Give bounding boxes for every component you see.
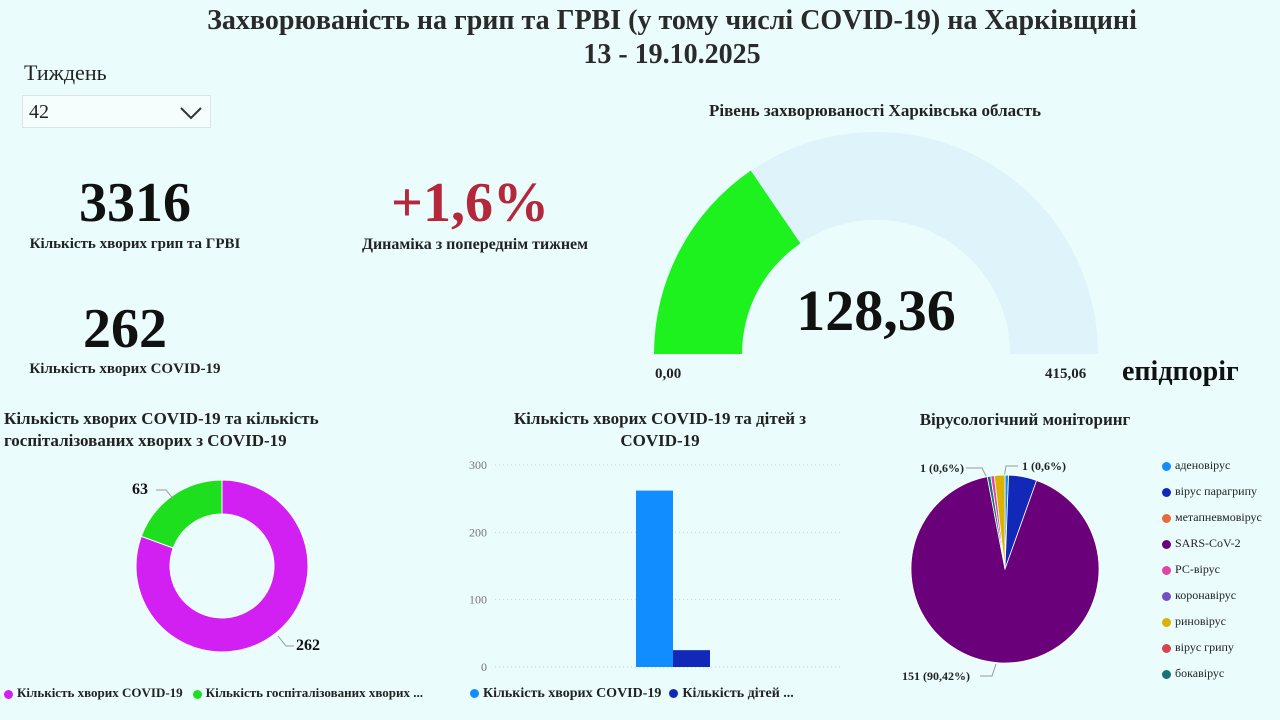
donut-legend-item-covid[interactable]: Кількість хворих COVID-19 bbox=[4, 685, 183, 700]
legend-label: аденовірус bbox=[1175, 458, 1231, 472]
legend-label: вірус парагрипу bbox=[1175, 484, 1258, 498]
donut-value-label-hospitalized: 63 bbox=[132, 481, 148, 498]
pie-legend-item[interactable]: бокавірус bbox=[1162, 666, 1262, 692]
chevron-down-icon bbox=[180, 107, 202, 120]
legend-dot-icon bbox=[470, 689, 479, 699]
gauge-threshold-label: епідпоріг bbox=[1122, 356, 1239, 387]
pie-label-bottom: 151 (90,42%) bbox=[902, 669, 970, 683]
bar-y-tick-label: 100 bbox=[469, 593, 487, 607]
pie-title: Вірусологічний моніторинг bbox=[919, 410, 1131, 429]
page-title-period: 13 - 19.10.2025 bbox=[583, 39, 761, 70]
bar-title: Кількість хворих COVID-19 та дітей з COV… bbox=[470, 408, 850, 452]
legend-dot-icon bbox=[1162, 669, 1171, 679]
week-filter-label: Тиждень bbox=[24, 60, 107, 85]
legend-label: риновірус bbox=[1175, 614, 1227, 628]
page-title: Захворюваність на грип та ГРВІ (у тому ч… bbox=[0, 4, 1280, 72]
legend-label: SARS-CoV-2 bbox=[1175, 536, 1241, 550]
legend-dot-icon bbox=[1162, 643, 1171, 653]
gauge-title: Рівень захворюваності Харківська область bbox=[708, 101, 1041, 120]
legend-dot-icon bbox=[669, 689, 679, 699]
legend-dot-icon bbox=[1162, 617, 1171, 627]
bar-legend: Кількість хворих COVID-19 Кількість діте… bbox=[470, 684, 794, 702]
covid-count-value: 262 bbox=[83, 298, 167, 360]
pie-legend-item[interactable]: РС-вірус bbox=[1162, 562, 1262, 588]
gauge-max-label: 415,06 bbox=[1045, 366, 1087, 382]
pie-leader-line bbox=[1003, 465, 1018, 479]
donut-chart: 262 63 bbox=[132, 479, 320, 654]
pie-legend-item[interactable]: аденовірус bbox=[1162, 458, 1262, 484]
pie-leader-line bbox=[966, 467, 989, 481]
bar-y-tick-label: 0 bbox=[481, 660, 487, 674]
bar-chart: 0 100 200 300 bbox=[469, 458, 840, 674]
donut-leader-line bbox=[277, 635, 294, 647]
legend-dot-icon bbox=[1162, 461, 1171, 471]
legend-dot-icon bbox=[1162, 487, 1171, 497]
bar-y-tick-label: 200 bbox=[469, 525, 487, 539]
dynamics-caption: Динаміка з попереднім тижнем bbox=[361, 236, 589, 253]
donut-value-label-covid: 262 bbox=[296, 637, 320, 654]
flu-count-caption: Кількість хворих грип та ГРВІ bbox=[29, 236, 241, 252]
pie-legend-item[interactable]: риновірус bbox=[1162, 614, 1262, 640]
pie-legend-item[interactable]: метапневмовірус bbox=[1162, 510, 1262, 536]
legend-label: РС-вірус bbox=[1175, 562, 1220, 576]
gauge-chart: 128,36 0,00 415,06 епідпоріг bbox=[654, 132, 1239, 387]
pie-legend-item[interactable]: коронавірус bbox=[1162, 588, 1262, 614]
legend-label: бокавірус bbox=[1175, 666, 1225, 680]
bar-legend-item-covid[interactable]: Кількість хворих COVID-19 bbox=[470, 686, 661, 701]
pie-legend: аденовірус вірус парагрипу метапневмовірус… bbox=[1162, 458, 1262, 692]
gauge-track bbox=[654, 132, 1098, 354]
bar-y-tick-label: 300 bbox=[469, 458, 487, 472]
donut-title: Кількість хворих COVID-19 та кількість г… bbox=[4, 408, 319, 452]
legend-dot-icon bbox=[1162, 591, 1171, 601]
legend-dot-icon bbox=[1162, 513, 1171, 523]
flu-count-value: 3316 bbox=[79, 172, 191, 234]
pie-label-top-left: 1 (0,6%) bbox=[920, 461, 964, 475]
donut-title-line1: Кількість хворих COVID-19 та кількість bbox=[4, 409, 319, 428]
pie-leader-line bbox=[980, 663, 997, 677]
pie-slice-6[interactable] bbox=[993, 474, 1006, 570]
bar-title-line1: Кількість хворих COVID-19 та дітей з bbox=[513, 409, 807, 428]
legend-label: коронавірус bbox=[1175, 588, 1237, 602]
legend-dot-icon bbox=[1162, 539, 1171, 549]
legend-dot-icon bbox=[4, 689, 13, 699]
pie-label-top-right: 1 (0,6%) bbox=[1022, 459, 1066, 473]
pie-legend-item[interactable]: вірус парагрипу bbox=[1162, 484, 1262, 510]
legend-label: Кількість хворих COVID-19 bbox=[17, 685, 183, 700]
bar-legend-item-children[interactable]: Кількість дітей ... bbox=[669, 686, 794, 701]
covid-count-caption: Кількість хворих COVID-19 bbox=[29, 361, 221, 377]
pie-legend-item[interactable]: SARS-CoV-2 bbox=[1162, 536, 1262, 562]
donut-leader-line bbox=[156, 489, 175, 501]
bar-covid-count[interactable] bbox=[636, 490, 673, 667]
donut-legend: Кількість хворих COVID-19 Кількість госп… bbox=[4, 684, 423, 702]
gauge-fill bbox=[654, 170, 801, 354]
legend-dot-icon bbox=[1162, 565, 1171, 575]
pie-legend-item[interactable]: вірус грипу bbox=[1162, 640, 1262, 666]
legend-label: метапневмовірус bbox=[1175, 510, 1262, 524]
donut-legend-item-hospitalized[interactable]: Кількість госпіталізованих хворих ... bbox=[192, 685, 423, 700]
week-filter-select[interactable]: 42 bbox=[22, 95, 211, 128]
legend-label: Кількість дітей ... bbox=[682, 686, 794, 701]
week-filter-value: 42 bbox=[29, 101, 49, 123]
bar-children-count[interactable] bbox=[673, 650, 710, 667]
legend-label: Кількість хворих COVID-19 bbox=[483, 686, 662, 701]
gauge-min-label: 0,00 bbox=[655, 366, 681, 382]
donut-slice-hospitalized[interactable] bbox=[140, 479, 223, 549]
virus-pie-chart: 1 (0,6%) 1 (0,6%) 151 (90,42%) bbox=[902, 459, 1100, 683]
bar-title-line2: COVID-19 bbox=[620, 431, 700, 450]
legend-label: Кількість госпіталізованих хворих ... bbox=[205, 685, 423, 700]
legend-dot-icon bbox=[192, 689, 202, 699]
gauge-value: 128,36 bbox=[796, 278, 956, 343]
pie-slice-3[interactable] bbox=[910, 476, 1100, 664]
donut-title-line2: госпіталізованих хворих з COVID-19 bbox=[4, 431, 287, 450]
dynamics-value: +1,6% bbox=[391, 172, 549, 234]
legend-label: вірус грипу bbox=[1175, 640, 1234, 654]
page-title-line1: Захворюваність на грип та ГРВІ (у тому ч… bbox=[207, 5, 1137, 36]
donut-slice-covid[interactable] bbox=[135, 479, 309, 653]
